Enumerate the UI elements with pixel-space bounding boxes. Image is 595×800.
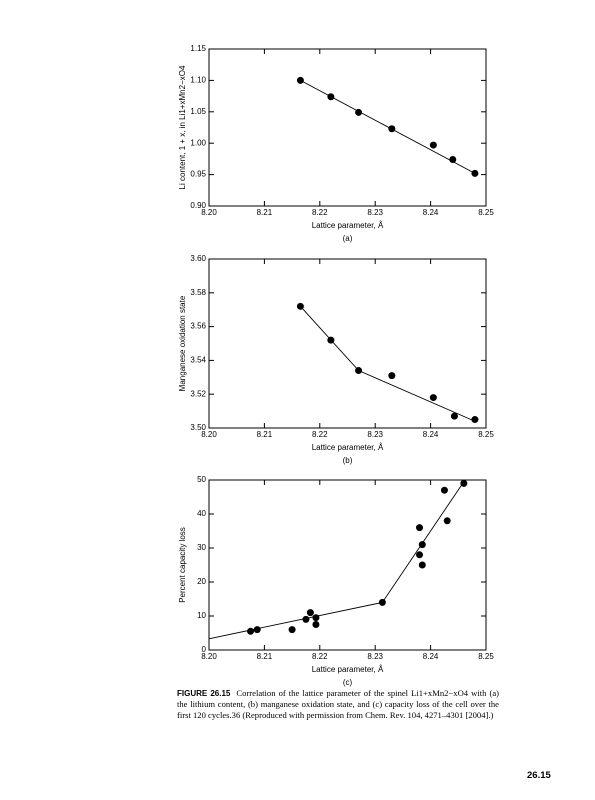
plot-frame xyxy=(208,48,487,207)
data-point xyxy=(306,609,314,617)
x-axis-label: Lattice parameter, Å xyxy=(312,665,384,674)
x-tick-label: 8.25 xyxy=(478,652,494,661)
x-tick-label: 8.24 xyxy=(423,208,439,217)
data-point xyxy=(440,486,448,494)
y-tick-label: 1.15 xyxy=(190,44,206,53)
data-point xyxy=(388,372,396,380)
x-tick-label: 8.25 xyxy=(478,430,494,439)
x-tick-label: 8.23 xyxy=(367,430,383,439)
x-tick-label: 8.20 xyxy=(201,652,217,661)
x-tick-label: 8.21 xyxy=(257,652,273,661)
data-point xyxy=(416,524,424,532)
x-tick-label: 8.22 xyxy=(312,652,328,661)
data-point xyxy=(429,394,437,402)
y-axis-label: Manganese oxidation state xyxy=(178,295,187,391)
page-number: 26.15 xyxy=(527,770,551,781)
data-point xyxy=(443,517,451,525)
fit-line xyxy=(300,80,476,174)
x-tick-label: 8.23 xyxy=(367,208,383,217)
y-tick-label: 3.58 xyxy=(190,288,206,297)
fit-line xyxy=(208,481,465,640)
y-tick-label: 50 xyxy=(197,475,206,484)
y-tick-label: 0.90 xyxy=(190,201,206,210)
x-tick-label: 8.22 xyxy=(312,208,328,217)
x-axis-label: Lattice parameter, Å xyxy=(312,221,384,230)
data-point xyxy=(450,412,458,420)
y-tick-label: 0.95 xyxy=(190,170,206,179)
y-tick-label: 3.50 xyxy=(190,423,206,432)
y-tick-label: 20 xyxy=(197,577,206,586)
caption: FIGURE 26.15 Correlation of the lattice p… xyxy=(177,688,499,720)
x-tick-label: 8.24 xyxy=(423,652,439,661)
data-point xyxy=(312,614,320,622)
y-tick-label: 10 xyxy=(197,611,206,620)
sub-label: (a) xyxy=(343,234,353,243)
x-tick-label: 8.20 xyxy=(201,430,217,439)
y-tick-label: 3.56 xyxy=(190,322,206,331)
y-tick-label: 1.05 xyxy=(190,107,206,116)
x-tick-label: 8.23 xyxy=(367,652,383,661)
y-tick-label: 1.10 xyxy=(190,76,206,85)
caption-text: Correlation of the lattice parameter of … xyxy=(177,688,499,720)
y-tick-label: 30 xyxy=(197,543,206,552)
y-axis-label: Li content, 1 + x, in Li1+xMn2−xO4 xyxy=(178,65,187,189)
y-tick-label: 3.52 xyxy=(190,389,206,398)
sub-label: (c) xyxy=(343,678,353,687)
y-tick-label: 3.60 xyxy=(190,254,206,263)
data-point xyxy=(471,416,479,424)
data-point xyxy=(418,561,426,569)
data-point xyxy=(312,621,320,628)
x-axis-label: Lattice parameter, Å xyxy=(312,443,384,452)
y-tick-label: 1.00 xyxy=(190,138,206,147)
plot-frame xyxy=(208,258,487,429)
data-point xyxy=(460,479,468,487)
y-tick-label: 40 xyxy=(197,509,206,518)
y-tick-label: 3.54 xyxy=(190,356,206,365)
x-tick-label: 8.20 xyxy=(201,208,217,217)
y-axis-label: Percent capacity loss xyxy=(178,527,187,603)
data-point xyxy=(288,626,296,634)
y-tick-label: 0 xyxy=(202,645,207,654)
sub-label: (b) xyxy=(343,456,353,465)
x-tick-label: 8.24 xyxy=(423,430,439,439)
data-point xyxy=(429,141,437,149)
plot-frame xyxy=(208,479,487,651)
caption-label: FIGURE 26.15 xyxy=(177,689,231,698)
x-tick-label: 8.21 xyxy=(257,208,273,217)
fit-line xyxy=(300,306,476,422)
x-tick-label: 8.22 xyxy=(312,430,328,439)
data-point xyxy=(247,627,255,635)
data-point xyxy=(449,156,457,164)
x-tick-label: 8.25 xyxy=(478,208,494,217)
data-point xyxy=(416,551,424,559)
x-tick-label: 8.21 xyxy=(257,430,273,439)
